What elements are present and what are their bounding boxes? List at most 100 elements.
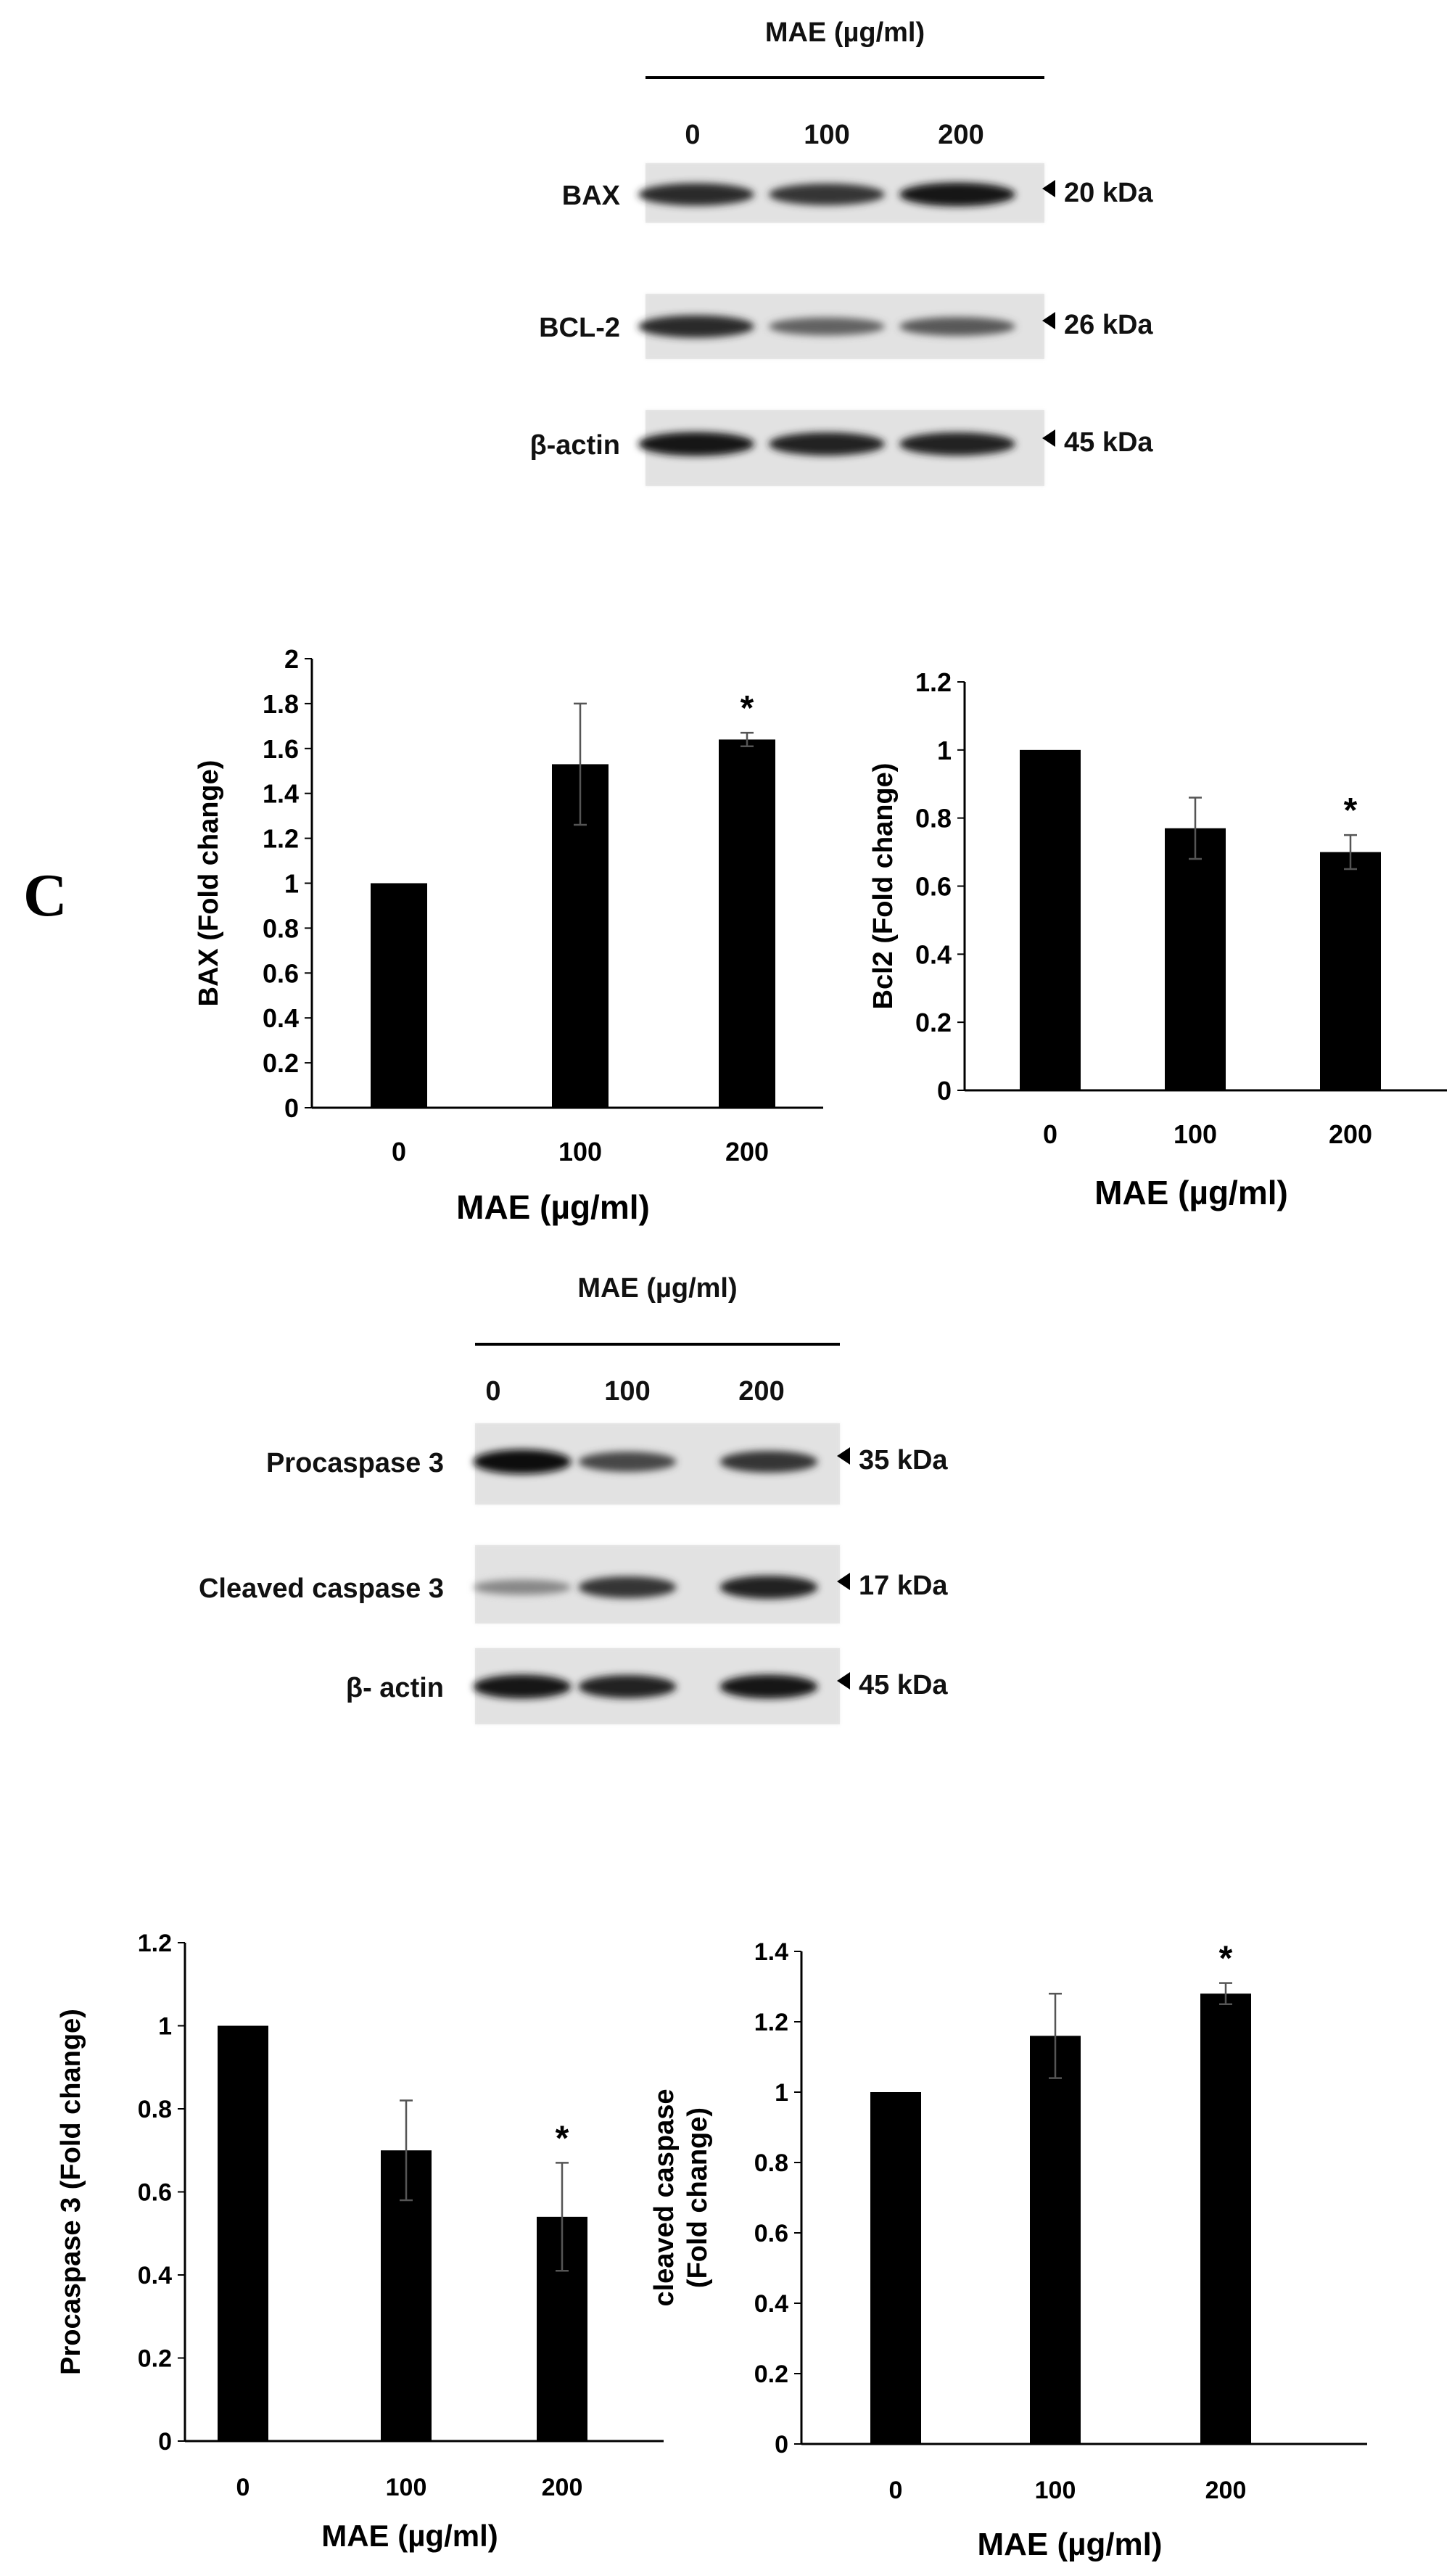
x-axis-label: MAE (µg/ml) xyxy=(456,1188,650,1226)
lane-label: 200 xyxy=(738,1376,784,1407)
y-axis-label: Procaspase 3 (Fold change) xyxy=(56,2009,86,2375)
error-bar xyxy=(1344,834,1357,871)
protein-band xyxy=(899,182,1015,207)
lane-label: 200 xyxy=(938,120,983,150)
y-tick-label: 1 xyxy=(937,736,952,765)
protein-band xyxy=(473,1674,572,1699)
y-tick-label: 1.4 xyxy=(754,1938,788,1966)
y-tick-label: 0.4 xyxy=(915,939,952,969)
panel-label-c: C xyxy=(23,862,67,929)
band-marker-arrow xyxy=(837,1447,850,1465)
y-tick-label: 0.2 xyxy=(915,1008,952,1037)
protein-label: BCL-2 xyxy=(539,313,620,343)
band-marker-arrow xyxy=(1042,180,1055,197)
blot-header: MAE (µg/ml) xyxy=(765,17,925,48)
y-tick-label: 1 xyxy=(775,2079,788,2107)
molecular-weight-label: 45 kDa xyxy=(859,1670,948,1700)
y-tick-label: 1.2 xyxy=(915,667,952,697)
protein-band xyxy=(769,317,885,336)
y-tick-label: 0.6 xyxy=(263,958,299,988)
protein-band xyxy=(719,1674,818,1699)
y-tick-label: 0.6 xyxy=(915,871,952,901)
protein-band xyxy=(719,1576,818,1599)
bar-chart-bax: 0 0.2 0.4 0.6 0.8 1 1.2 1.4 1.6 1.8 2 0 100 * 200 MAE (… xyxy=(194,644,823,1226)
y-tick-label: 0.8 xyxy=(138,2096,172,2123)
blot-row: Cleaved caspase 3 17 kDa xyxy=(199,1545,948,1624)
molecular-weight-label: 45 kDa xyxy=(1064,427,1153,458)
y-tick-label: 0.2 xyxy=(263,1048,299,1078)
x-axis-label: MAE (µg/ml) xyxy=(977,2527,1162,2562)
molecular-weight-label: 17 kDa xyxy=(859,1571,948,1601)
error-bar xyxy=(556,2162,569,2272)
y-tick-label: 0.2 xyxy=(138,2345,172,2373)
protein-band xyxy=(899,317,1015,336)
blot-header: MAE (µg/ml) xyxy=(577,1273,737,1304)
y-tick-label: 0.6 xyxy=(754,2220,788,2247)
molecular-weight-label: 26 kDa xyxy=(1064,310,1153,340)
y-tick-label: 0 xyxy=(158,2428,172,2456)
y-tick-label: 0 xyxy=(775,2431,788,2458)
protein-band xyxy=(578,1576,677,1598)
protein-band xyxy=(719,1451,818,1473)
y-tick-label: 0 xyxy=(284,1093,299,1123)
blot-row: BAX 20 kDa xyxy=(562,163,1153,223)
y-axis-label: Bcl2 (Fold change) xyxy=(868,763,899,1010)
western-blot-caspase: MAE (µg/ml) 0 100 200 Procaspase 3 35 kDa Clea… xyxy=(199,1273,948,1724)
y-tick-label: 1 xyxy=(284,868,299,898)
bar xyxy=(1320,852,1381,1090)
blot-row: β-actin 45 kDa xyxy=(529,410,1153,486)
x-axis-label: MAE (µg/ml) xyxy=(1094,1174,1288,1211)
x-tick-label: 0 xyxy=(889,2477,903,2504)
band-marker-arrow xyxy=(837,1573,850,1590)
x-tick-label: 100 xyxy=(558,1137,602,1166)
bar xyxy=(371,883,427,1108)
bar xyxy=(1165,828,1226,1090)
y-tick-label: 0.6 xyxy=(138,2179,172,2207)
bar xyxy=(1030,2036,1081,2444)
protein-label: Procaspase 3 xyxy=(266,1448,444,1478)
significance-marker: * xyxy=(1344,791,1358,830)
x-tick-label: 200 xyxy=(1329,1119,1372,1149)
western-blot-bax-bcl2: MAE (µg/ml) 0 100 200 BAX 20 kDa BCL-2 26 kDa β-… xyxy=(529,17,1153,486)
bar xyxy=(719,739,775,1108)
protein-band xyxy=(638,183,754,206)
protein-band xyxy=(769,432,885,456)
significance-marker: * xyxy=(1219,1940,1233,1978)
lane-label: 0 xyxy=(685,120,700,150)
protein-label: β-actin xyxy=(529,430,620,461)
band-marker-arrow xyxy=(1042,312,1055,329)
x-tick-label: 100 xyxy=(1035,2477,1076,2504)
x-tick-label: 200 xyxy=(725,1137,769,1166)
y-tick-label: 1.2 xyxy=(138,1930,172,1957)
y-tick-label: 0.8 xyxy=(754,2149,788,2177)
y-tick-label: 1.2 xyxy=(754,2009,788,2036)
error-bar xyxy=(1219,1982,1232,2005)
y-axis-label: cleaved caspase xyxy=(649,2089,680,2306)
protein-band xyxy=(638,315,754,338)
bar xyxy=(218,2025,268,2441)
y-tick-label: 0.8 xyxy=(263,913,299,943)
y-tick-label: 0.4 xyxy=(138,2262,172,2289)
protein-band xyxy=(638,432,754,456)
y-tick-label: 0.4 xyxy=(263,1003,299,1033)
bar xyxy=(1200,1993,1251,2444)
x-tick-label: 200 xyxy=(1205,2477,1247,2504)
y-tick-label: 1.2 xyxy=(263,824,299,854)
error-bar xyxy=(1189,797,1202,860)
protein-band xyxy=(578,1675,677,1698)
protein-label: BAX xyxy=(562,181,621,211)
y-tick-label: 0.4 xyxy=(754,2290,788,2318)
y-tick-label: 1.8 xyxy=(263,689,299,719)
protein-band xyxy=(899,432,1015,456)
y-tick-label: 1.6 xyxy=(263,734,299,764)
y-axis-label: (Fold change) xyxy=(682,2107,713,2288)
protein-band xyxy=(769,184,885,205)
x-tick-label: 100 xyxy=(386,2474,427,2501)
protein-band xyxy=(578,1452,677,1472)
protein-band xyxy=(473,1449,572,1474)
error-bar xyxy=(574,702,587,826)
error-bar xyxy=(1049,1992,1062,2079)
error-bar xyxy=(400,2099,413,2202)
bar xyxy=(870,2092,921,2444)
bar-chart-procaspase-3: 0 0.2 0.4 0.6 0.8 1 1.2 0 100 * 200 MAE (µg/ml) Proc… xyxy=(56,1930,664,2553)
